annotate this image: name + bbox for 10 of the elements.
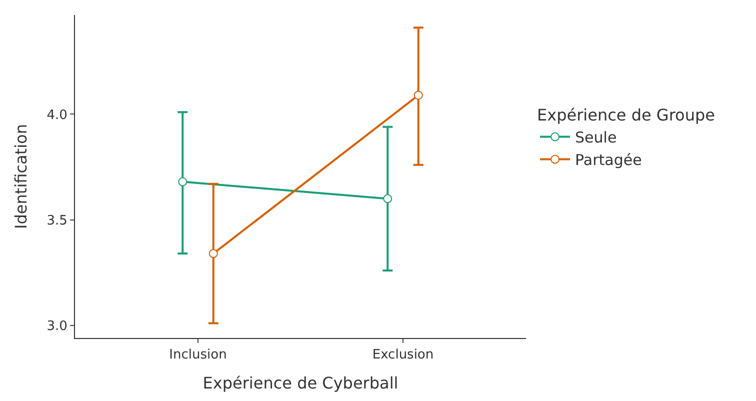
legend-label: Seule [575,128,617,147]
y-tick-label: 4.0 [46,108,68,123]
y-tick-label: 3.5 [46,213,68,228]
y-axis-title: Identification [12,124,31,229]
x-tick-label: Inclusion [169,348,227,363]
x-tick-label: Exclusion [372,348,434,363]
legend-title: Expérience de Groupe [537,106,715,125]
x-axis-title: Expérience de Cyberball [202,373,398,392]
y-tick-label: 3.0 [46,318,68,334]
legend-label: Partagée [575,151,642,170]
